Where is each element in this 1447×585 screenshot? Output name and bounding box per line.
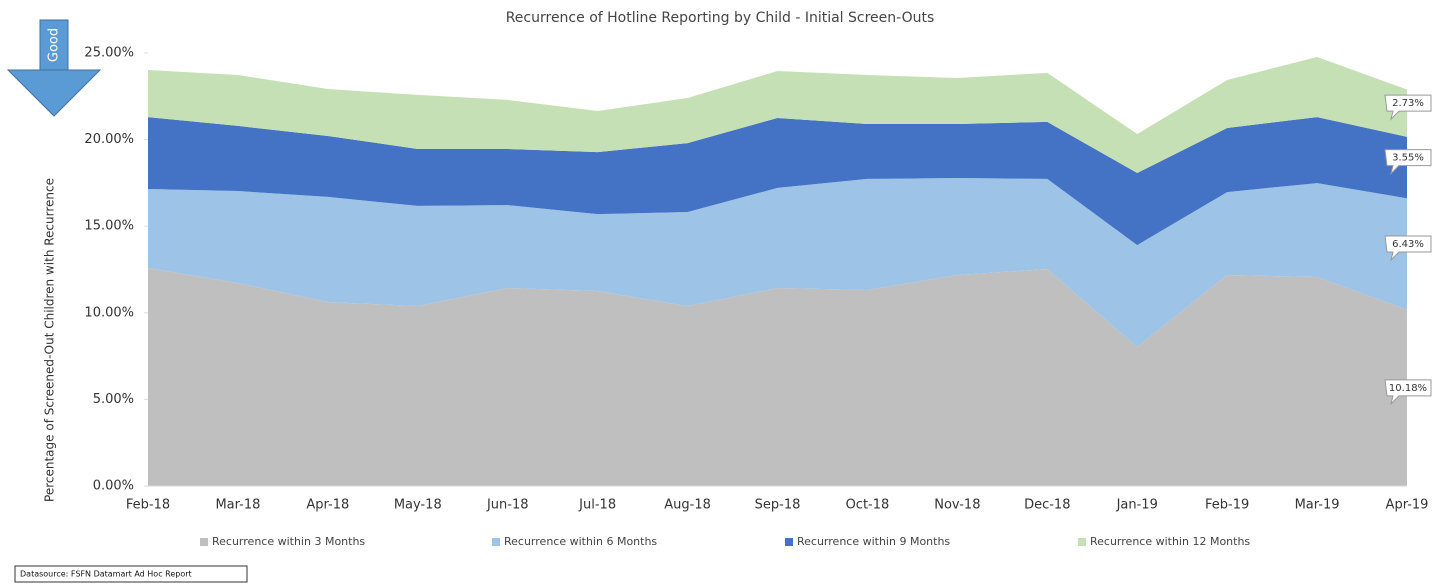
callout [1384, 379, 1432, 406]
y-tick-label: 10.00% [84, 305, 134, 320]
x-tick-label: Aug-18 [664, 498, 711, 513]
legend-label: Recurrence within 6 Months [504, 535, 657, 548]
source-box [14, 565, 248, 583]
y-tick-label: 20.00% [84, 132, 134, 147]
callout [1384, 149, 1432, 176]
area [148, 56, 1407, 174]
callout [1384, 235, 1432, 262]
x-tick-label: Sep-18 [755, 498, 801, 513]
x-tick-label: May-18 [394, 498, 442, 513]
legend-label: Recurrence within 12 Months [1090, 535, 1250, 548]
legend-label: Recurrence within 3 Months [212, 535, 365, 548]
value-label: 2.73% [1392, 98, 1424, 109]
x-tick-label: Jan-19 [1116, 498, 1158, 513]
good-arrow: Good [6, 19, 102, 117]
legend-swatch [785, 538, 793, 546]
value-label: 6.43% [1392, 239, 1424, 250]
legend-swatch [492, 538, 500, 546]
area [148, 117, 1407, 246]
legend-swatch [200, 538, 208, 546]
arrow-shaft [39, 19, 69, 71]
x-tick-label: Apr-19 [1386, 498, 1429, 513]
x-tick-label: Feb-18 [126, 498, 170, 513]
x-tick-label: Jul-18 [578, 498, 616, 513]
x-tick-label: Oct-18 [846, 498, 890, 513]
source: Datasource: FSFN Datamart Ad Hoc Report [20, 570, 192, 579]
x-tick-label: Dec-18 [1024, 498, 1070, 513]
y-tick-label: 5.00% [93, 392, 134, 407]
y-tick-label: 0.00% [93, 479, 134, 494]
annotation: Good [47, 28, 62, 62]
legend-swatch [1078, 538, 1086, 546]
value-label: 3.55% [1392, 153, 1424, 164]
x-tick-label: Nov-18 [934, 498, 980, 513]
legend-label: Recurrence within 9 Months [797, 535, 950, 548]
value-label: 10.18% [1389, 383, 1427, 394]
area [148, 267, 1407, 486]
chart-title: Recurrence of Hotline Reporting by Child… [506, 10, 935, 26]
x-tick-label: Jun-18 [486, 498, 529, 513]
callout [1384, 94, 1432, 121]
x-tick-label: Apr-18 [306, 498, 349, 513]
arrow-head [6, 69, 102, 117]
y-axis-label: Percentage of Screened-Out Children with… [43, 178, 57, 502]
area [148, 178, 1407, 347]
x-tick-label: Feb-19 [1205, 498, 1249, 513]
y-tick-label: 15.00% [84, 219, 134, 234]
x-tick-label: Mar-18 [215, 498, 260, 513]
x-tick-label: Mar-19 [1295, 498, 1340, 513]
y-tick-label: 25.00% [84, 46, 134, 61]
